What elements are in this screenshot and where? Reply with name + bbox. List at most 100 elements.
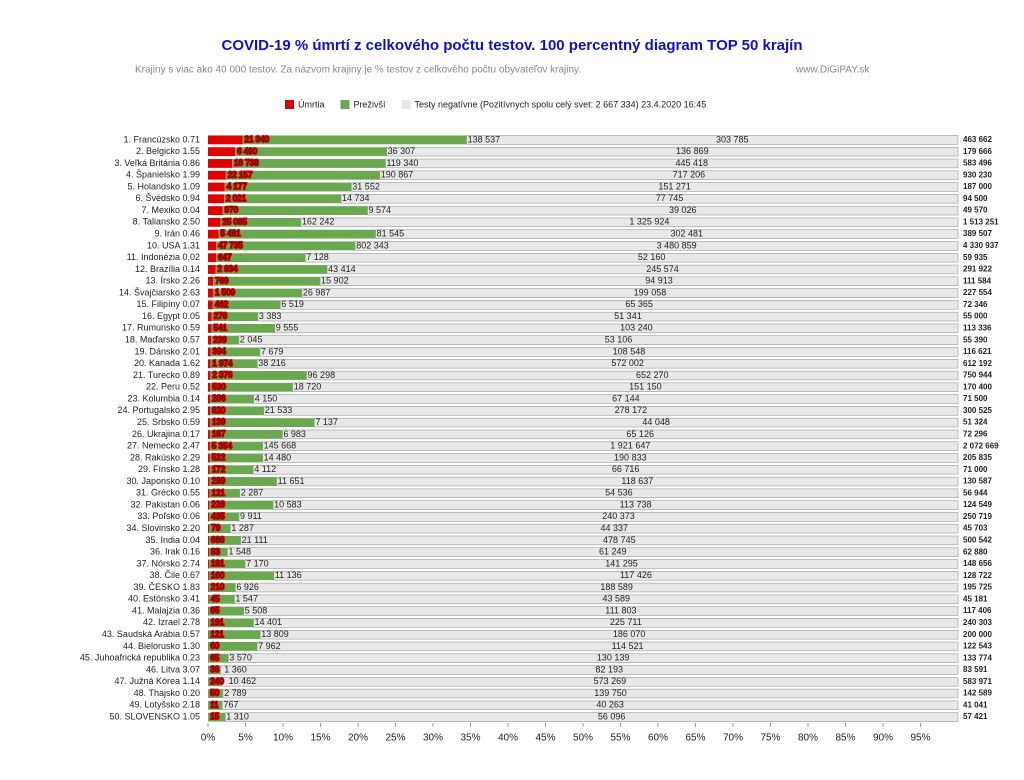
value-label: 1 547 (235, 594, 258, 604)
category-label: 13. Írsko 2.26 (145, 276, 200, 286)
category-label: 45. Juhoafrická republika 0.23 (80, 653, 200, 663)
category-label: 6. Švédsko 0.94 (135, 193, 200, 203)
bar-segment (208, 512, 210, 522)
total-label: 51 324 (963, 418, 988, 427)
total-label: 128 722 (963, 571, 992, 580)
bar-segment (304, 252, 959, 263)
bar-segment (208, 217, 221, 227)
total-label: 57 421 (963, 712, 988, 721)
value-label: 530 (212, 382, 226, 391)
value-label: 44 048 (642, 417, 670, 427)
bar-segment (220, 665, 959, 675)
value-label: 394 (213, 347, 227, 356)
category-label: 27. Nemecko 2.47 (127, 441, 200, 451)
bar-segment (208, 418, 211, 428)
bar-segment (208, 583, 236, 592)
value-label: 45 (211, 594, 220, 603)
value-label: 95 (211, 606, 220, 615)
category-label: 9. Irán 0.46 (154, 229, 200, 239)
value-label: 767 (224, 700, 239, 710)
value-label: 191 (211, 618, 225, 627)
bar-segment (208, 359, 211, 369)
value-label: 239 (213, 335, 227, 344)
category-label: 11. Indonézia 0.02 (127, 252, 200, 262)
bar-segment (257, 311, 959, 322)
bar-segment (208, 276, 214, 286)
value-label: 462 (215, 300, 229, 309)
x-tick-label: 40% (498, 733, 518, 744)
bar-segment (208, 571, 274, 581)
bar-segment (385, 158, 959, 169)
category-label: 50. SLOVENSKO 1.05 (109, 711, 200, 721)
category-label: 35. India 0.04 (145, 535, 200, 545)
bar-segment (208, 547, 209, 557)
value-label: 172 (212, 465, 226, 474)
value-label: 228 (211, 500, 225, 509)
category-label: 48. Thajsko 0.20 (134, 688, 200, 698)
value-label: 103 240 (620, 323, 653, 333)
category-label: 49. Lotyšsko 2.18 (129, 700, 200, 710)
category-label: 30. Japonsko 0.10 (126, 476, 200, 486)
bar-segment (350, 182, 959, 192)
bar-segment (340, 194, 959, 204)
value-label: 1 287 (231, 523, 254, 533)
bar-segment (215, 265, 328, 274)
value-label: 572 002 (611, 358, 644, 368)
value-label: 25 085 (222, 217, 247, 226)
total-label: 142 589 (963, 689, 992, 698)
bar-segment (210, 371, 307, 380)
bar-segment (209, 524, 231, 534)
value-label: 1 974 (212, 359, 233, 368)
bar-segment (208, 465, 210, 475)
bar-segment (256, 641, 959, 652)
x-tick-label: 80% (798, 733, 818, 744)
value-label: 21 340 (245, 135, 270, 144)
bar-segment (211, 312, 258, 322)
bar-segment (212, 300, 281, 310)
value-label: 2 045 (240, 335, 263, 345)
total-label: 55 000 (963, 312, 988, 321)
total-label: 59 935 (963, 253, 988, 262)
value-label: 38 (210, 665, 219, 674)
legend-label: Úmrtia (298, 99, 325, 109)
total-label: 72 346 (963, 300, 988, 309)
value-label: 145 668 (264, 441, 297, 451)
value-label: 56 096 (598, 711, 626, 721)
value-label: 139 (212, 418, 226, 427)
bar-segment (209, 453, 263, 463)
category-label: 43. Saudská Arábia 0.57 (102, 629, 200, 639)
value-label: 67 144 (612, 393, 640, 403)
category-label: 14. Švajčiarsko 2.63 (119, 287, 200, 297)
value-label: 130 139 (597, 653, 630, 663)
value-label: 47 735 (218, 241, 243, 250)
value-label: 14 480 (264, 452, 292, 462)
legend-swatch (401, 100, 411, 109)
value-label: 18 738 (234, 159, 259, 168)
bar-segment (375, 229, 959, 239)
total-label: 500 542 (963, 536, 992, 545)
value-label: 278 172 (615, 405, 648, 415)
x-tick-label: 25% (385, 733, 405, 744)
value-label: 54 536 (605, 488, 633, 498)
legend-swatch (285, 100, 294, 109)
bar-segment (234, 594, 959, 605)
bar-segment (208, 559, 209, 569)
bar-segment (210, 359, 258, 369)
bar-segment (208, 594, 209, 604)
bar-segment (208, 441, 210, 451)
total-label: 291 922 (963, 265, 992, 274)
value-label: 60 (210, 642, 219, 651)
value-label: 83 (211, 547, 220, 556)
bar-segment (208, 253, 217, 263)
bar-segment (210, 394, 254, 404)
bar-segment (208, 382, 211, 392)
bar-segment (272, 500, 959, 510)
category-label: 12. Brazília 0.14 (135, 264, 200, 274)
value-label: 190 867 (381, 170, 414, 180)
x-tick-label: 90% (873, 733, 893, 744)
bar-segment (208, 453, 210, 463)
bar-segment (208, 618, 209, 628)
bar-segment (232, 159, 386, 168)
value-label: 21 533 (265, 405, 293, 415)
value-label: 139 750 (594, 688, 627, 698)
